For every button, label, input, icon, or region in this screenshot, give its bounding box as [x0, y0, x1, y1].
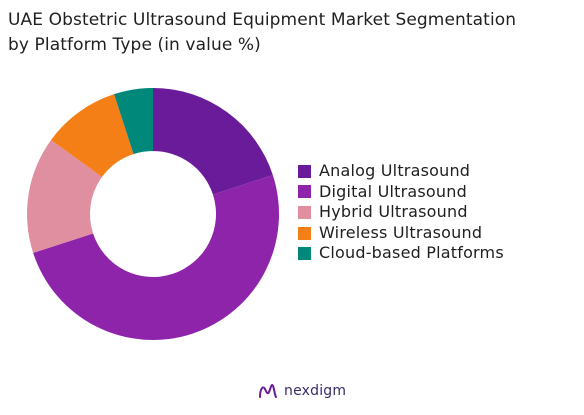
legend-swatch-wireless-ultrasound: [298, 226, 311, 240]
slice-cloud-based-platforms: [114, 88, 153, 155]
brand-logo: nexdigm: [258, 383, 346, 399]
brand-name: nexdigm: [284, 383, 347, 399]
legend-item-cloud-based-platforms: Cloud-based Platforms: [298, 243, 504, 264]
chart-subtitle: by Platform Type (in value %): [8, 35, 261, 55]
slice-wireless-ultrasound: [51, 94, 134, 177]
legend-swatch-digital-ultrasound: [298, 185, 311, 199]
legend-swatch-hybrid-ultrasound: [298, 205, 311, 219]
nexdigm-logo-icon: [259, 383, 277, 398]
slice-hybrid-ultrasound: [27, 139, 103, 253]
legend-item-hybrid-ultrasound: Hybrid Ultrasound: [298, 202, 504, 223]
legend-swatch-cloud-based-platforms: [298, 247, 311, 261]
slice-digital-ultrasound: [33, 175, 280, 340]
legend-item-wireless-ultrasound: Wireless Ultrasound: [298, 223, 504, 244]
slice-analog-ultrasound: [153, 88, 273, 195]
legend-label-hybrid-ultrasound: Hybrid Ultrasound: [319, 202, 468, 222]
legend-item-analog-ultrasound: Analog Ultrasound: [298, 161, 504, 182]
legend-label-cloud-based-platforms: Cloud-based Platforms: [319, 243, 504, 263]
legend-label-wireless-ultrasound: Wireless Ultrasound: [319, 222, 483, 242]
chart-legend: Analog Ultrasound Digital Ultrasound Hybri…: [298, 161, 504, 264]
legend-item-digital-ultrasound: Digital Ultrasound: [298, 182, 504, 203]
chart-title-line-1: UAE Obstetric Ultrasound Equipment Marke…: [8, 10, 517, 30]
legend-label-analog-ultrasound: Analog Ultrasound: [319, 161, 471, 180]
chart-title: UAE Obstetric Ultrasound Equipment Marke…: [8, 8, 578, 58]
legend-label-digital-ultrasound: Digital Ultrasound: [319, 181, 467, 201]
legend-swatch-analog-ultrasound: [298, 164, 311, 178]
